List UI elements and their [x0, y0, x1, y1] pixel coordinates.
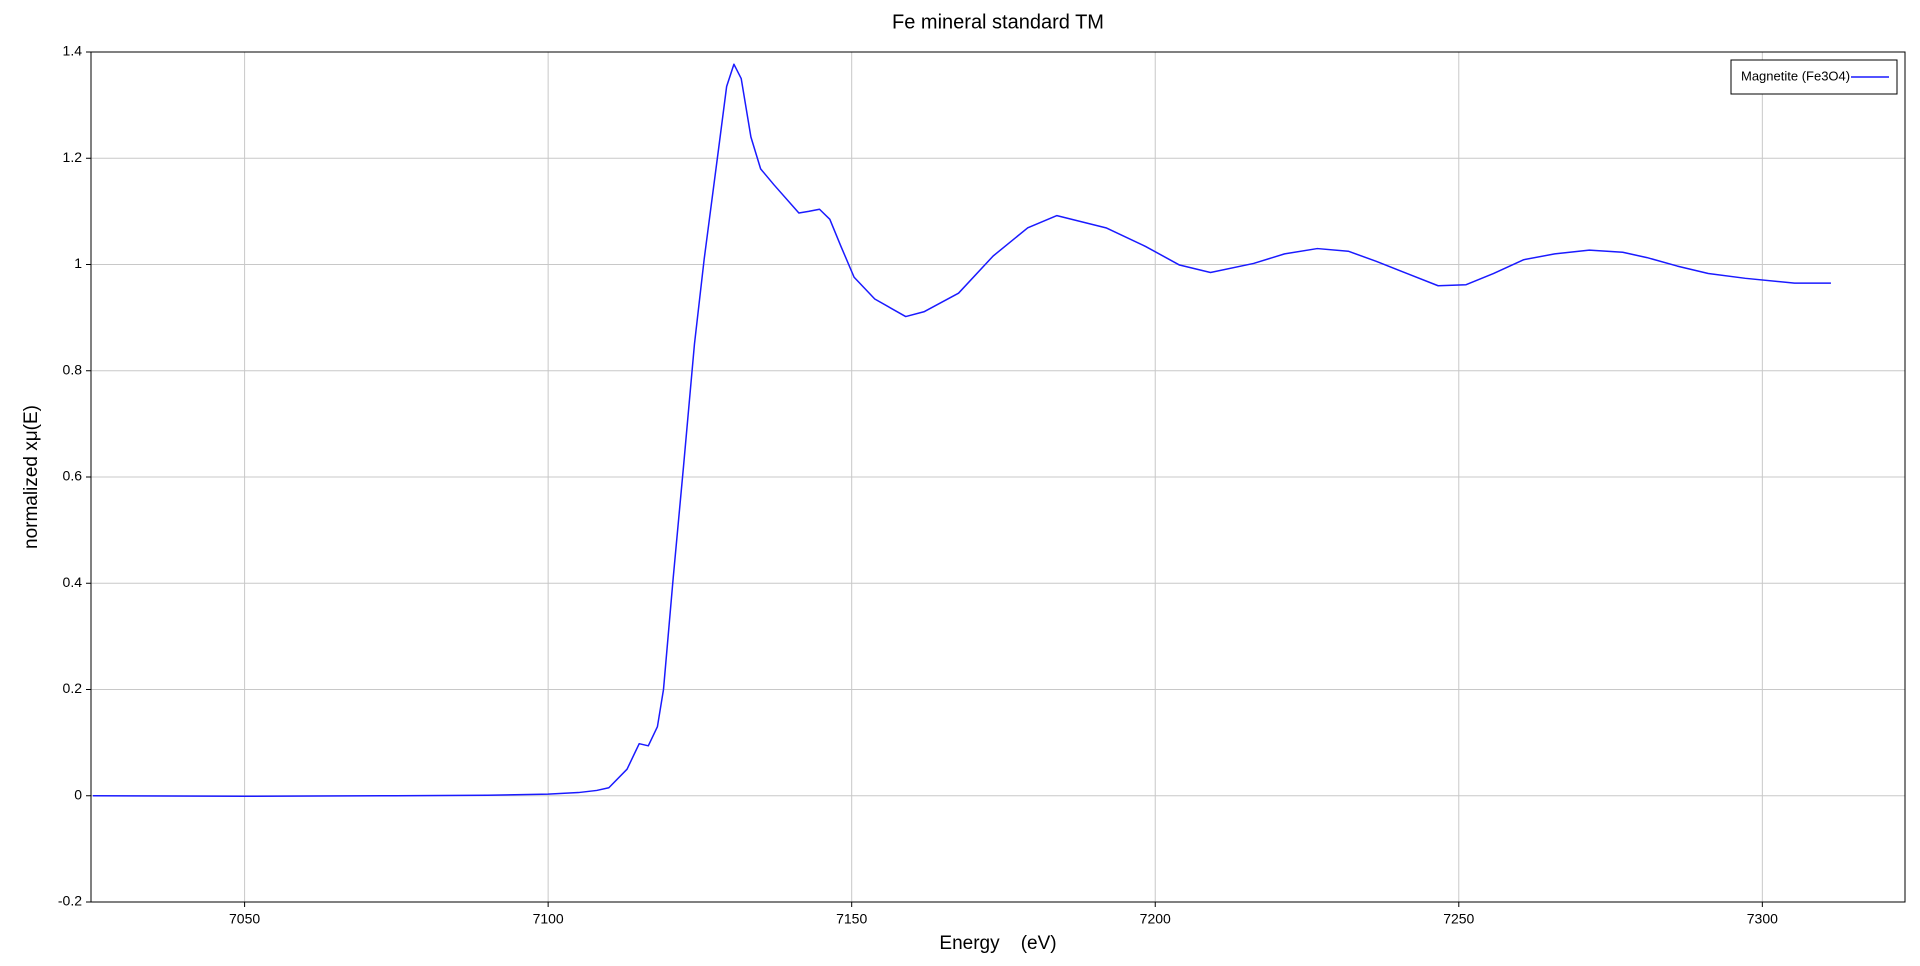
- x-axis-label: Energy (eV): [939, 933, 1056, 954]
- x-tick-label: 7150: [836, 911, 867, 927]
- x-tick-label: 7050: [229, 911, 260, 927]
- y-tick-label: 0.6: [63, 468, 83, 484]
- x-tick-label: 7300: [1747, 911, 1778, 927]
- y-tick-label: 0.8: [63, 361, 83, 377]
- plot-frame: [90, 51, 1906, 903]
- y-tick-label: 1: [74, 255, 82, 271]
- x-tick-label: 7100: [533, 911, 564, 927]
- y-tick-label: 1.2: [63, 149, 83, 165]
- y-tick-label: 0: [74, 786, 82, 802]
- y-axis-label: normalized xμ(E): [21, 405, 42, 549]
- y-tick-label: 1.4: [63, 43, 83, 59]
- x-tick-label: 7200: [1140, 911, 1171, 927]
- x-tick-label: 7250: [1443, 911, 1474, 927]
- legend-label: Magnetite (Fe3O4): [1741, 68, 1850, 83]
- y-tick-label: -0.2: [58, 893, 82, 909]
- chart-title: Fe mineral standard TM: [892, 11, 1104, 33]
- y-tick-label: 0.2: [63, 680, 83, 696]
- data-line: [92, 63, 1831, 798]
- y-tick-label: 0.4: [63, 574, 83, 590]
